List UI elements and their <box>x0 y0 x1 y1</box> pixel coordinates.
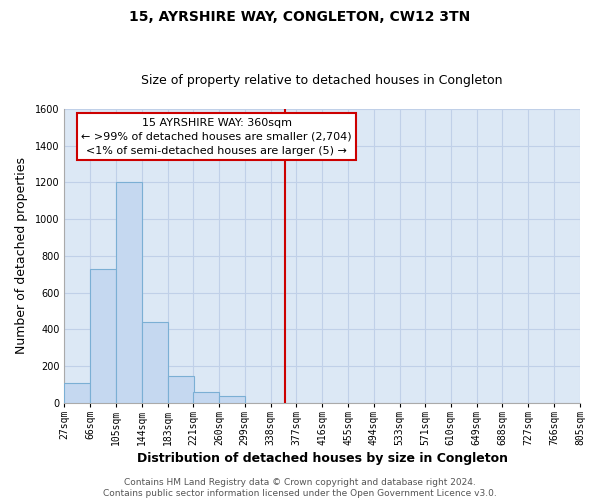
Title: Size of property relative to detached houses in Congleton: Size of property relative to detached ho… <box>142 74 503 87</box>
Y-axis label: Number of detached properties: Number of detached properties <box>15 158 28 354</box>
Bar <box>64 382 90 403</box>
Text: 15 AYRSHIRE WAY: 360sqm
← >99% of detached houses are smaller (2,704)
<1% of sem: 15 AYRSHIRE WAY: 360sqm ← >99% of detach… <box>81 118 352 156</box>
Text: 15, AYRSHIRE WAY, CONGLETON, CW12 3TN: 15, AYRSHIRE WAY, CONGLETON, CW12 3TN <box>130 10 470 24</box>
Bar <box>193 392 219 403</box>
X-axis label: Distribution of detached houses by size in Congleton: Distribution of detached houses by size … <box>137 452 508 465</box>
Text: Contains HM Land Registry data © Crown copyright and database right 2024.
Contai: Contains HM Land Registry data © Crown c… <box>103 478 497 498</box>
Bar <box>90 269 116 403</box>
Bar <box>116 182 142 403</box>
Bar <box>142 322 168 403</box>
Bar <box>219 396 245 403</box>
Bar <box>168 376 194 403</box>
